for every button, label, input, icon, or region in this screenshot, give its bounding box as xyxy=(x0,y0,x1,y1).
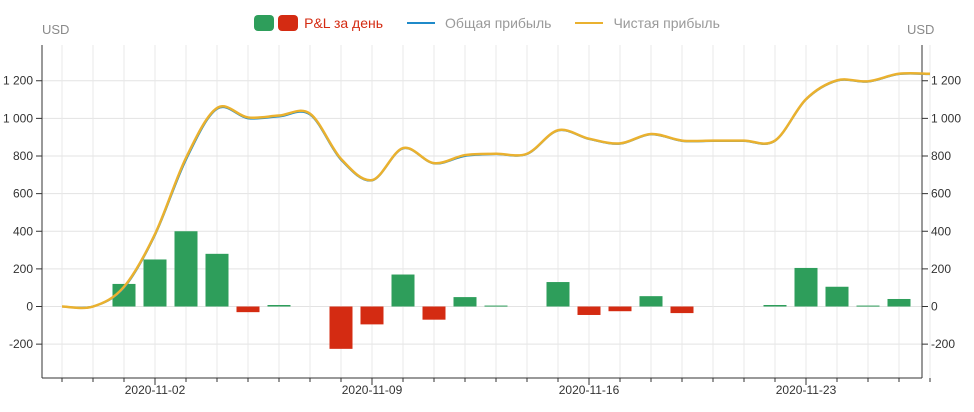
y-tick-label-left: 400 xyxy=(13,224,33,238)
pnl-bar xyxy=(887,298,911,307)
pnl-bar xyxy=(825,286,849,307)
y-tick-label-right: 0 xyxy=(931,300,938,314)
right-axis-unit: USD xyxy=(907,22,935,37)
legend-item-total-profit[interactable]: Общая прибыль xyxy=(407,15,551,31)
y-tick-label-left: 1 000 xyxy=(3,111,33,125)
pnl-bar xyxy=(422,306,446,320)
pnl-bar xyxy=(267,305,291,307)
legend-label-total-profit: Общая прибыль xyxy=(445,15,552,31)
legend-item-net-profit[interactable]: Чистая прибыль xyxy=(575,15,720,31)
x-tick-label: 2020-11-23 xyxy=(776,383,837,397)
pnl-bar xyxy=(143,259,167,307)
legend-swatch-net-profit xyxy=(575,22,604,24)
pnl-bar xyxy=(205,253,229,307)
left-axis-unit: USD xyxy=(42,22,70,37)
legend-item-pnl[interactable]: P&L за день xyxy=(254,15,383,31)
y-tick-label-right: 600 xyxy=(931,187,951,201)
y-tick-label-left: 800 xyxy=(13,149,33,163)
pnl-bar xyxy=(608,306,632,312)
legend-label-net-profit: Чистая прибыль xyxy=(613,15,720,31)
y-tick-label-left: 0 xyxy=(26,300,33,314)
pnl-bar xyxy=(546,282,570,307)
y-tick-label-left: 200 xyxy=(13,262,33,276)
pnl-bar xyxy=(329,306,353,349)
y-tick-label-right: 1 200 xyxy=(931,74,961,88)
pnl-bar xyxy=(577,306,601,315)
legend-swatch-positive xyxy=(254,15,275,31)
pnl-bar xyxy=(856,305,880,307)
pnl-bar xyxy=(174,231,198,307)
y-tick-label-right: 800 xyxy=(931,149,951,163)
x-tick-label: 2020-11-16 xyxy=(559,383,620,397)
pnl-bar xyxy=(639,296,663,307)
y-tick-label-left: 1 200 xyxy=(3,74,33,88)
pnl-bar xyxy=(794,267,818,307)
pnl-bar xyxy=(453,297,477,307)
pnl-bar xyxy=(391,274,415,307)
pnl-bar xyxy=(763,305,787,307)
net-profit-line xyxy=(61,71,931,310)
legend-swatch-total-profit xyxy=(407,22,436,24)
pnl-bar xyxy=(236,306,260,313)
y-tick-label-right: 1 000 xyxy=(931,111,961,125)
y-tick-label-left: 600 xyxy=(13,187,33,201)
y-tick-label-left: -200 xyxy=(9,337,33,351)
y-tick-label-right: -200 xyxy=(931,337,955,351)
pnl-bar xyxy=(112,283,136,307)
x-tick-label: 2020-11-09 xyxy=(342,383,403,397)
pnl-bar xyxy=(670,306,694,314)
y-tick-label-right: 400 xyxy=(931,224,951,238)
x-tick-label: 2020-11-02 xyxy=(125,383,186,397)
pnl-bar xyxy=(484,305,508,307)
legend-label-pnl: P&L за день xyxy=(304,15,384,31)
legend-swatch-negative xyxy=(278,15,299,31)
legend: P&L за день Общая прибыль Чистая прибыль xyxy=(0,10,974,36)
pnl-bar xyxy=(360,306,384,325)
y-tick-label-right: 200 xyxy=(931,262,951,276)
